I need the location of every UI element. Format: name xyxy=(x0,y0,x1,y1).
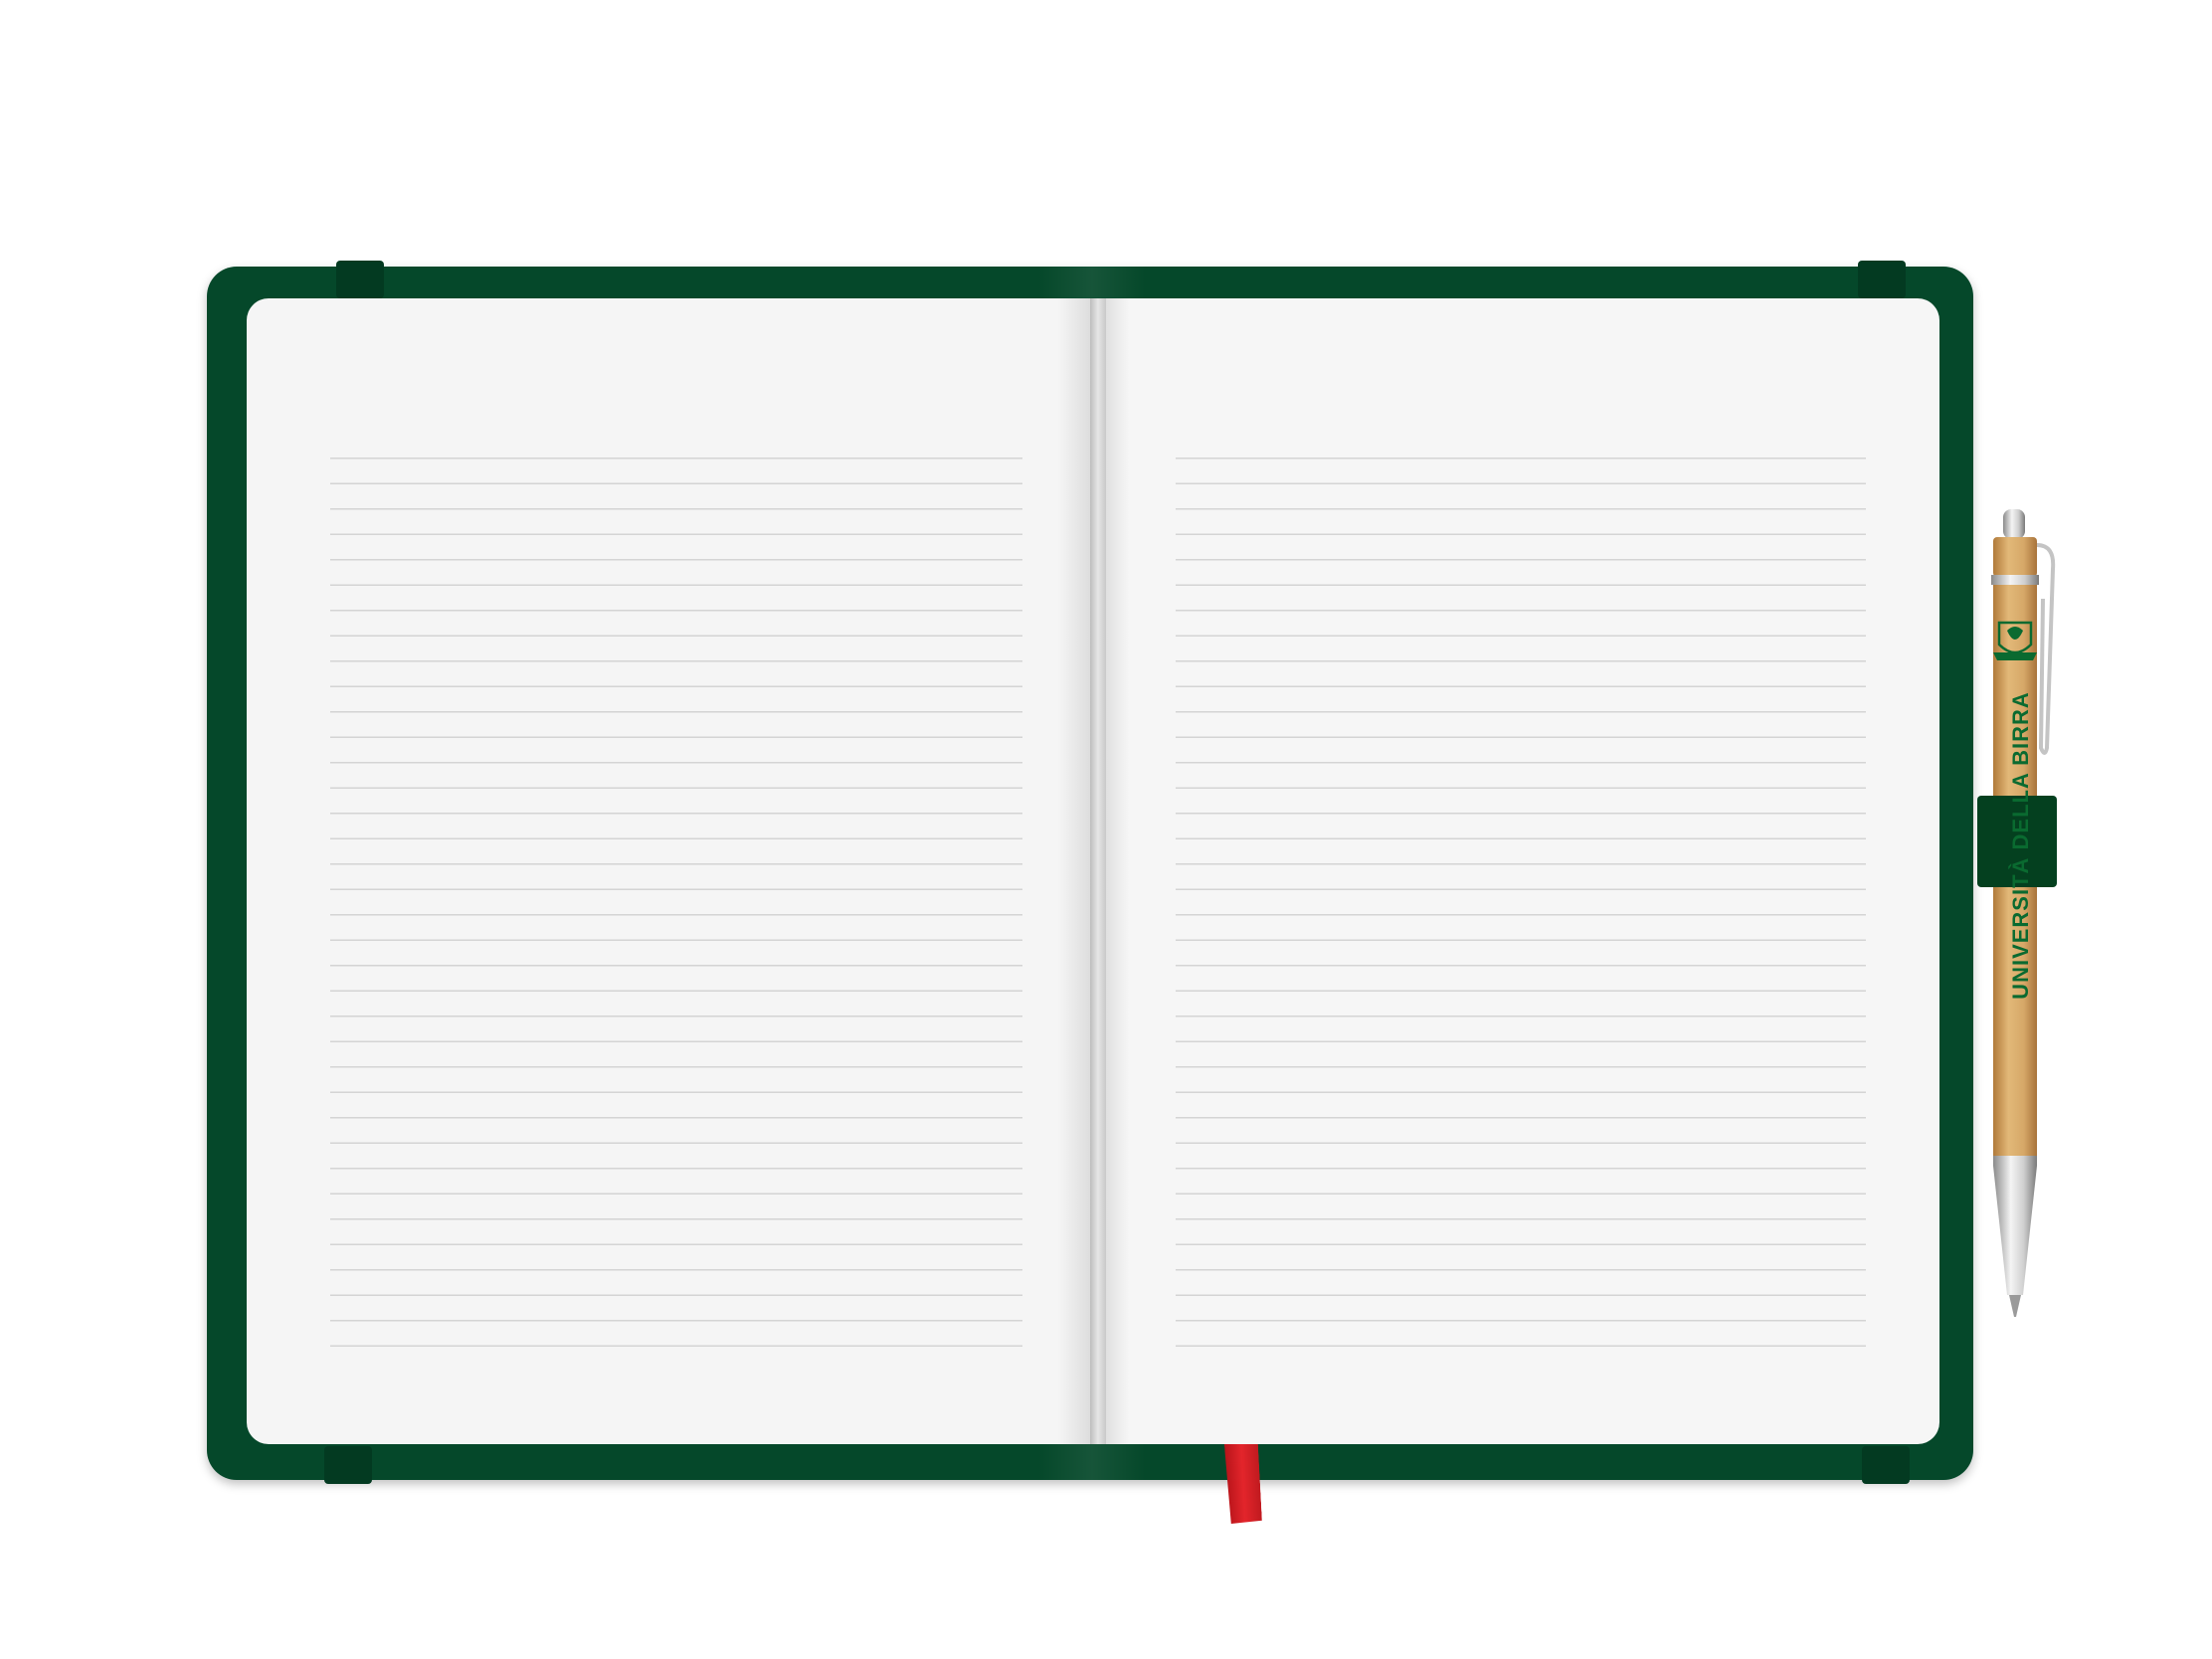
pen-ring-top xyxy=(1991,575,2039,585)
corner-strap-top-left xyxy=(336,261,384,298)
corner-strap-bottom-left xyxy=(324,1446,372,1484)
right-page-rules xyxy=(1176,458,1866,1353)
pen-cap xyxy=(1993,537,2037,577)
crest-logo-icon xyxy=(1993,621,2037,660)
pen-tip xyxy=(1993,1166,2037,1295)
right-page[interactable] xyxy=(1104,298,1939,1444)
left-page[interactable] xyxy=(247,298,1092,1444)
corner-strap-top-right xyxy=(1858,261,1906,298)
ribbon-bookmark[interactable] xyxy=(1224,1444,1262,1524)
pen-clicker xyxy=(2003,509,2025,539)
corner-strap-bottom-right xyxy=(1862,1446,1910,1484)
left-page-rules xyxy=(330,458,1022,1353)
pen-nib xyxy=(2009,1295,2021,1317)
pen-clip xyxy=(2036,543,2056,755)
pen-ring-bottom xyxy=(1993,1156,2037,1166)
pen-brand-text: UNIVERSITÀ DELLA BIRRA xyxy=(2008,691,2033,1000)
pen-holder-loop xyxy=(1977,796,2057,887)
page-gutter xyxy=(1090,298,1106,1444)
